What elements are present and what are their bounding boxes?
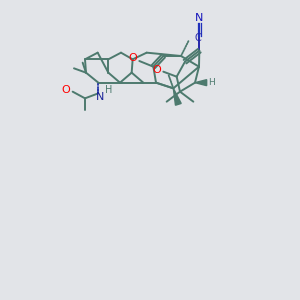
Text: H: H bbox=[208, 78, 215, 87]
Text: C: C bbox=[195, 33, 202, 43]
Text: H: H bbox=[105, 85, 112, 95]
Text: O: O bbox=[152, 65, 161, 75]
Text: O: O bbox=[61, 85, 70, 95]
Polygon shape bbox=[173, 88, 181, 105]
Polygon shape bbox=[195, 80, 207, 86]
Text: O: O bbox=[128, 53, 137, 63]
Text: N: N bbox=[96, 92, 104, 102]
Text: N: N bbox=[195, 13, 203, 23]
